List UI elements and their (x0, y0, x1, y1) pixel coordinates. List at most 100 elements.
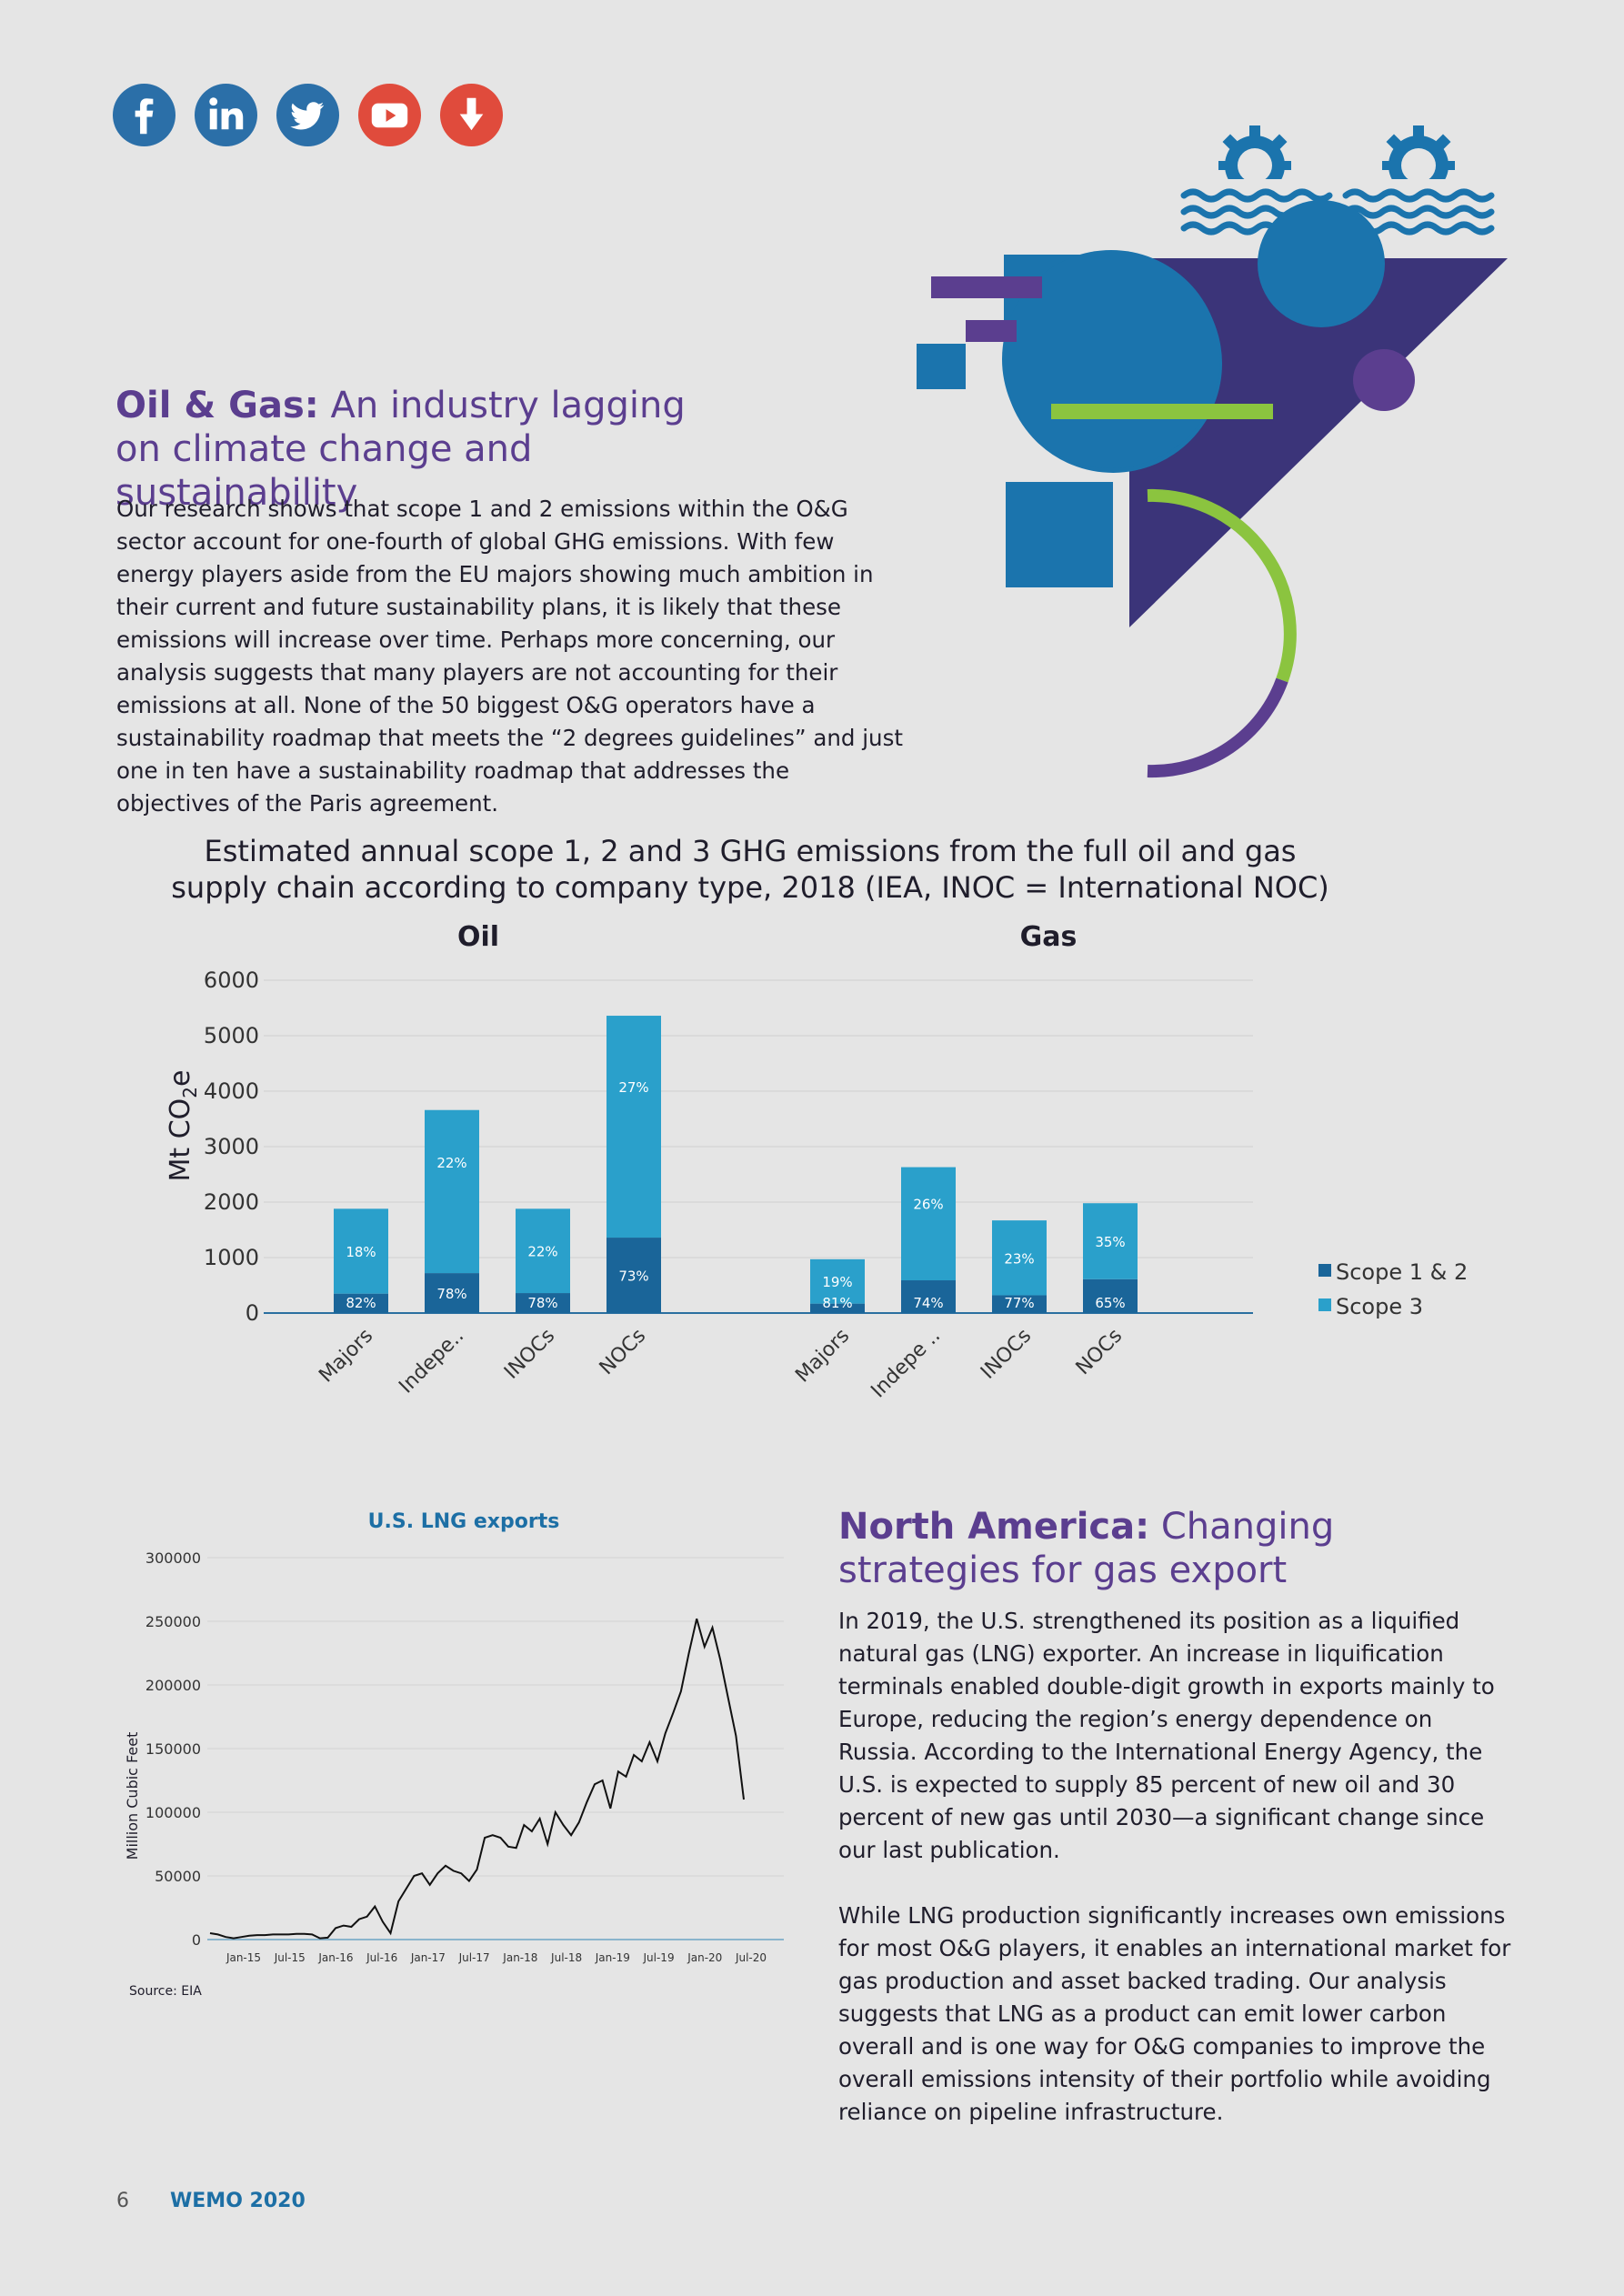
y-tick-label: 6000 (204, 968, 259, 993)
bar-scope-3 (334, 1208, 388, 1294)
bar-scope-1-2 (516, 1293, 570, 1313)
section-heading-oil-gas: Oil & Gas: An industry lagging on climat… (115, 384, 734, 515)
y-tick-label: 300000 (145, 1549, 201, 1567)
bar-scope-1-2 (810, 1303, 865, 1313)
bar-scope-1-2 (334, 1293, 388, 1313)
x-tick-label: Jul-19 (643, 1951, 675, 1964)
bar-scope-3 (1083, 1203, 1138, 1279)
y-axis-label: Mt CO2e (165, 1070, 201, 1182)
social-icons (113, 84, 503, 146)
panel-title: Oil (457, 921, 499, 953)
category-label: NOCs (1072, 1325, 1128, 1380)
bar-scope-1-2 (1083, 1278, 1138, 1313)
category-label: Indepe .. (867, 1325, 945, 1403)
bar-scope-3 (901, 1167, 956, 1281)
legend-swatch-scope-1-2 (1318, 1264, 1331, 1277)
facebook-icon[interactable] (113, 84, 175, 146)
bar-scope-3 (516, 1208, 570, 1294)
x-tick-label: Jan-17 (410, 1951, 446, 1964)
data-label: 73% (618, 1268, 648, 1285)
north-america-body: In 2019, the U.S. strengthened its posit… (838, 1605, 1516, 2129)
heading-bold: North America: (838, 1506, 1150, 1548)
data-label: 78% (436, 1286, 466, 1302)
data-label: 23% (1004, 1250, 1034, 1267)
y-tick-label: 50000 (155, 1868, 201, 1885)
data-label: 35% (1095, 1234, 1125, 1250)
y-tick-label: 1000 (204, 1245, 259, 1270)
legend-label: Scope 3 (1336, 1294, 1423, 1319)
data-label: 65% (1095, 1295, 1125, 1311)
bar-scope-3 (810, 1258, 865, 1304)
heading-rest: Changing strategies for gas export (838, 1506, 1335, 1591)
category-label: Indepe.. (395, 1325, 468, 1399)
y-tick-label: 3000 (204, 1134, 259, 1159)
y-axis-label: Million Cubic Feet (124, 1732, 141, 1860)
heading-bold: Oil & Gas: (115, 385, 319, 426)
linkedin-icon[interactable] (195, 84, 257, 146)
heading-rest: An industry lagging on climate change an… (115, 385, 686, 514)
decorative-illustration (917, 125, 1508, 778)
data-label: 27% (618, 1079, 648, 1096)
footer-brand: WEMO 2020 (170, 2190, 306, 2212)
y-tick-label: 2000 (204, 1189, 259, 1215)
data-label: 74% (913, 1295, 943, 1311)
y-tick-label: 5000 (204, 1023, 259, 1048)
bar-scope-3 (992, 1220, 1047, 1296)
x-tick-label: Jan-16 (317, 1951, 353, 1964)
bar-scope-3 (606, 1016, 661, 1238)
category-label: NOCs (596, 1325, 651, 1380)
data-label: 18% (346, 1244, 376, 1260)
x-tick-label: Jul-15 (274, 1951, 306, 1964)
legend-label: Scope 1 & 2 (1336, 1259, 1468, 1285)
download-icon[interactable] (440, 84, 503, 146)
category-label: INOCs (500, 1325, 559, 1384)
gear-wave-icon (1342, 125, 1500, 236)
line-chart-title: U.S. LNG exports (368, 1510, 560, 1533)
data-label: 19% (822, 1274, 852, 1290)
x-tick-label: Jul-17 (458, 1951, 490, 1964)
panel-title: Gas (1020, 921, 1078, 953)
y-tick-label: 250000 (145, 1613, 201, 1630)
x-tick-label: Jul-20 (735, 1951, 767, 1964)
data-label: 26% (913, 1196, 943, 1212)
y-tick-label: 0 (192, 1931, 201, 1949)
north-america-paragraph-1: In 2019, the U.S. strengthened its posit… (838, 1608, 1495, 1863)
chart-source: Source: EIA (129, 1984, 202, 1999)
bar-scope-3 (425, 1109, 479, 1274)
oil-gas-paragraph: Our research shows that scope 1 and 2 em… (116, 496, 903, 817)
bar-scope-1-2 (606, 1238, 661, 1313)
data-label: 22% (527, 1244, 557, 1260)
y-tick-label: 4000 (204, 1078, 259, 1104)
category-label: Majors (791, 1325, 854, 1388)
y-tick-label: 150000 (145, 1740, 201, 1758)
section-heading-north-america: North America: Changing strategies for g… (838, 1505, 1348, 1592)
chart-title: Estimated annual scope 1, 2 and 3 GHG em… (171, 834, 1329, 905)
x-tick-label: Jul-18 (550, 1951, 582, 1964)
x-tick-label: Jan-19 (595, 1951, 630, 1964)
data-label: 82% (346, 1295, 376, 1311)
category-label: Majors (315, 1325, 377, 1388)
data-label: 78% (527, 1295, 557, 1311)
youtube-icon[interactable] (358, 84, 421, 146)
x-tick-label: Jul-16 (366, 1951, 397, 1964)
gear-wave-icon (1180, 125, 1337, 236)
x-tick-label: Jan-20 (687, 1951, 722, 1964)
y-tick-label: 0 (246, 1300, 259, 1326)
oil-gas-body: Our research shows that scope 1 and 2 em… (116, 493, 906, 820)
x-tick-label: Jan-15 (226, 1951, 261, 1964)
legend-swatch-scope-3 (1318, 1298, 1331, 1311)
data-label: 22% (436, 1155, 466, 1171)
page-number: 6 (116, 2190, 129, 2212)
lng-exports-line (209, 1618, 745, 1940)
y-tick-label: 200000 (145, 1677, 201, 1694)
bar-scope-1-2 (992, 1295, 1047, 1313)
category-label: INOCs (977, 1325, 1036, 1384)
y-tick-label: 100000 (145, 1804, 201, 1821)
north-america-paragraph-2: While LNG production significantly incre… (838, 1902, 1511, 2125)
data-label: 81% (822, 1295, 852, 1311)
twitter-icon[interactable] (276, 84, 339, 146)
data-label: 77% (1004, 1295, 1034, 1311)
bar-scope-1-2 (901, 1280, 956, 1313)
bar-scope-1-2 (425, 1273, 479, 1313)
x-tick-label: Jan-18 (502, 1951, 537, 1964)
